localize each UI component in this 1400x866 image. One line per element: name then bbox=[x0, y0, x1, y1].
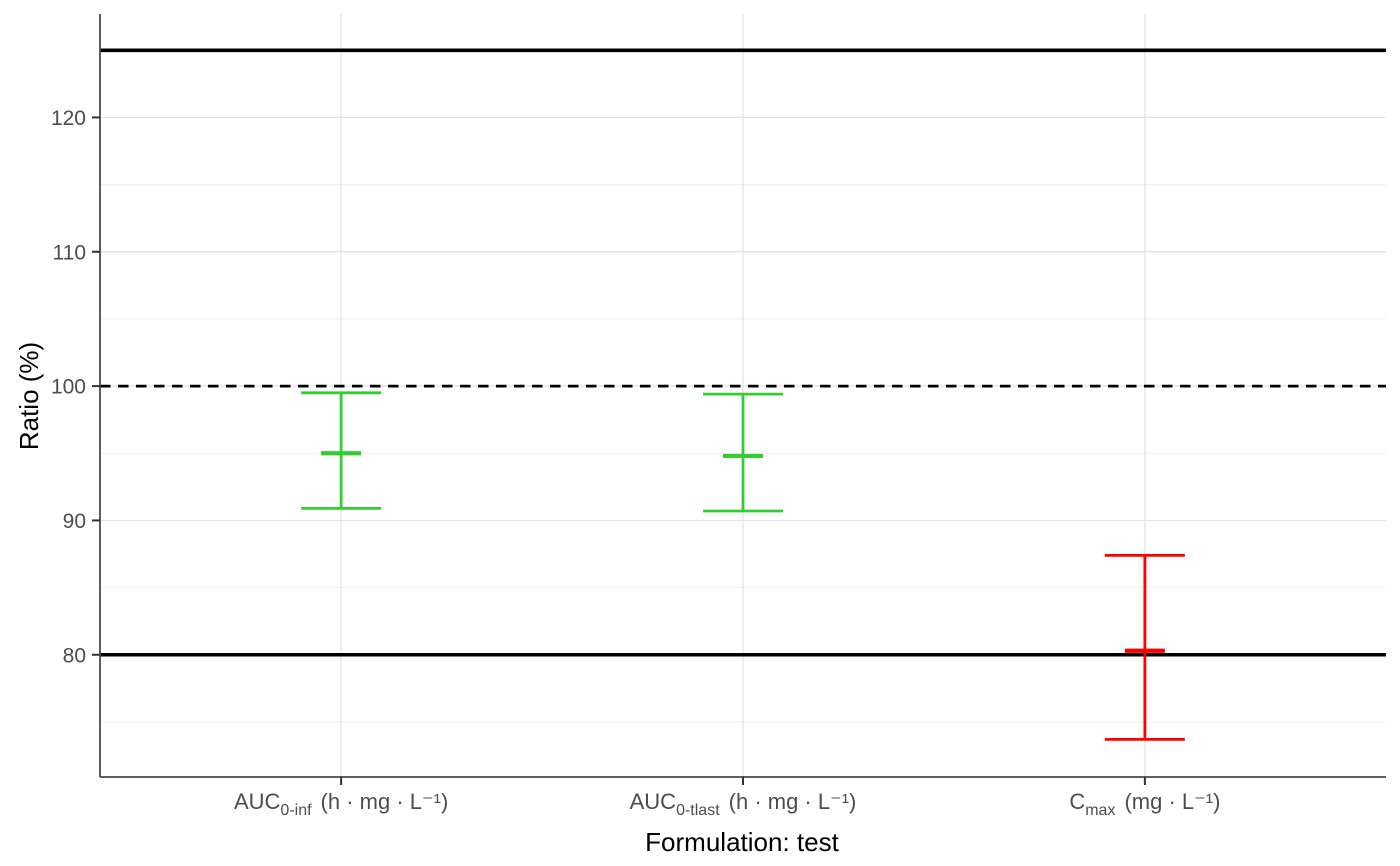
y-tick-label-100: 100 bbox=[51, 376, 86, 399]
errorbar-auc0-inf bbox=[301, 391, 382, 510]
x-tick-label-auc0inf: AUC0-inf (h · mg · L⁻¹) bbox=[234, 789, 448, 819]
x-tick-label-auc0tlast: AUC0-tlast (h · mg · L⁻¹) bbox=[630, 789, 857, 819]
x-axis-title: Formulation: test bbox=[645, 827, 839, 857]
x-tick-label-cmax: Cmax (mg · L⁻¹) bbox=[1069, 789, 1220, 819]
y-tick-label-110: 110 bbox=[53, 241, 86, 264]
y-tick-label-120: 120 bbox=[51, 107, 86, 130]
errorbar-cmax bbox=[1104, 553, 1185, 741]
errorbar-auc0-tlast bbox=[703, 392, 783, 513]
axes: 80 90 100 110 120 AUC0-inf (h · mg · L⁻¹) AUC0-… bbox=[51, 14, 1386, 819]
y-axis-title: Ratio (%) bbox=[14, 342, 44, 450]
reference-lines bbox=[100, 48, 1386, 657]
error-bars bbox=[301, 391, 1185, 741]
y-tick-label-90: 90 bbox=[63, 510, 86, 533]
y-tick-label-80: 80 bbox=[63, 644, 86, 667]
